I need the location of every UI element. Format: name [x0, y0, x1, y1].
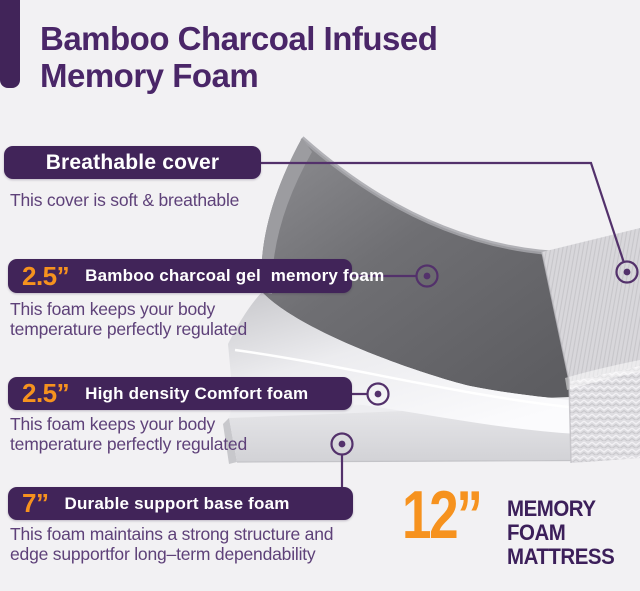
breathable-cover-fabric-shape [541, 228, 640, 464]
comfort-foam-thickness: 2.5” [22, 378, 70, 408]
product-name-line2: MATTRESS [507, 544, 615, 569]
base-foam-description-line1: This foam maintains a strong structure a… [10, 524, 334, 544]
comfort-foam-description-line1: This foam keeps your body [10, 414, 216, 434]
product-name-line1: MEMORY FOAM [507, 496, 596, 545]
product-name-badge: MEMORY FOAM MATTRESS [507, 497, 631, 569]
callout-breathable-cover [258, 161, 639, 284]
gel-foam-label-text: Bamboo charcoal gel memory foam [85, 266, 385, 285]
gel-foam-description-line2: temperature perfectly regulated [10, 319, 247, 339]
callout-dot [623, 268, 631, 276]
callout-base-foam [330, 432, 354, 488]
gel-foam-description: This foam keeps your body temperature pe… [10, 299, 247, 339]
callout-connectors [258, 161, 639, 488]
gel-foam-thickness: 2.5” [22, 260, 70, 291]
breathable-cover-description-line: This cover is soft & breathable [10, 190, 240, 210]
label-breathable-cover: Breathable cover [4, 146, 261, 179]
page-title-line2: Memory Foam [40, 57, 259, 94]
gel-foam-description-line1: This foam keeps your body [10, 299, 216, 319]
callout-dot [423, 272, 431, 280]
page-title: Bamboo Charcoal Infused Memory Foam [40, 20, 438, 94]
page-title-line1: Bamboo Charcoal Infused [40, 20, 438, 57]
comfort-foam-description-line2: temperature perfectly regulated [10, 434, 247, 454]
callout-dot [338, 440, 346, 448]
label-comfort-foam: 2.5” High density Comfort foam [8, 377, 352, 410]
base-foam-description: This foam maintains a strong structure a… [10, 524, 333, 564]
callout-comfort-foam [350, 382, 390, 406]
callout-dot [374, 390, 382, 398]
title-accent-bar [0, 0, 20, 88]
callout-gel-memory-foam [350, 264, 439, 288]
comfort-foam-description: This foam keeps your body temperature pe… [10, 414, 247, 454]
base-foam-thickness: 7” [22, 488, 49, 518]
base-foam-description-line2: edge supportfor long–term dependability [10, 544, 316, 564]
label-gel-memory-foam: 2.5” Bamboo charcoal gel memory foam [8, 259, 384, 293]
comfort-foam-label-text: High density Comfort foam [85, 383, 309, 403]
base-foam-label-text: Durable support base foam [64, 493, 290, 513]
breathable-cover-label-text: Breathable cover [45, 150, 220, 174]
label-base-foam: 7” Durable support base foam [8, 487, 353, 520]
breathable-cover-description: This cover is soft & breathable [10, 190, 239, 210]
total-thickness-badge: 12” [402, 477, 483, 553]
